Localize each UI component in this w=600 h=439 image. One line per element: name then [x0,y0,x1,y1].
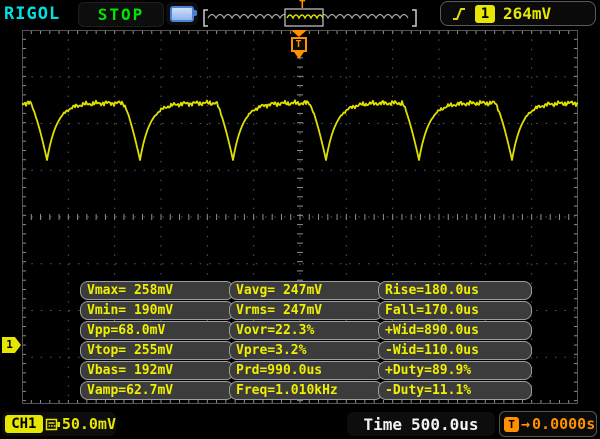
timebase-value: 500.0us [411,414,479,434]
channel1-scale-value: 50.0mV [61,415,116,433]
trigger-level-value: 264mV [503,4,552,23]
measurement-cell: Vavg= 247mV [229,281,383,300]
trigger-offset-value: 0.0000s [532,415,596,433]
measurement-cell: Rise=180.0us [378,281,532,300]
run-status-indicator[interactable]: STOP [78,2,164,27]
trigger-offset-icon: T [504,416,519,432]
channel1-status[interactable]: CH1 50.0mV [2,412,116,436]
measurement-cell: Prd=990.0us [229,361,383,380]
trigger-source-badge: 1 [475,4,495,23]
measurement-cell: +Duty=89.9% [378,361,532,380]
hpos-trigger-marker: T [299,0,306,11]
trigger-marker-tail [293,52,304,59]
dc-coupling-icon [45,418,60,430]
channel1-badge: CH1 [5,415,43,433]
battery-indicator [166,2,198,25]
waveform-display: T [21,29,579,405]
measurement-cell: Vmax= 258mV [80,281,234,300]
measurement-cell: Vtop= 255mV [80,341,234,360]
horizontal-position-waveform-icon [203,8,417,27]
measurement-cell: Vamp=62.7mV [80,381,234,400]
measurement-cell: Vrms= 247mV [229,301,383,320]
rising-edge-icon [453,7,465,20]
channel1-level-marker[interactable]: 1 [2,337,21,353]
timebase-status[interactable]: Time 500.0us [347,412,495,436]
horizontal-position-bar[interactable]: T [200,0,420,27]
battery-icon [170,5,197,22]
measurement-cell: Vpre=3.2% [229,341,383,360]
measurement-cell: Vmin= 190mV [80,301,234,320]
measurement-cell: -Wid=110.0us [378,341,532,360]
trigger-position-marker[interactable]: T [290,30,307,59]
measurements-panel: Vmax= 258mV Vavg= 247mV Rise=180.0us Vmin= … [80,281,532,403]
trigger-offset-arrow: → [521,415,531,433]
measurement-cell: Vpp=68.0mV [80,321,234,340]
rigol-logo: RIGOL [4,4,61,24]
waveform-grid [21,29,579,405]
trigger-marker-arrow [290,30,307,37]
measurement-cell: +Wid=890.0us [378,321,532,340]
trigger-offset-status[interactable]: T → 0.0000s [499,411,597,437]
trigger-info[interactable]: 1 264mV [440,1,596,26]
run-status-label: STOP [97,5,145,24]
measurement-cell: Freq=1.010kHz [229,381,383,400]
trigger-marker-label: T [290,37,307,52]
measurement-cell: Vbas= 192mV [80,361,234,380]
measurement-cell: Vovr=22.3% [229,321,383,340]
measurement-cell: -Duty=11.1% [378,381,532,400]
measurement-cell: Fall=170.0us [378,301,532,320]
timebase-label: Time [363,414,403,434]
